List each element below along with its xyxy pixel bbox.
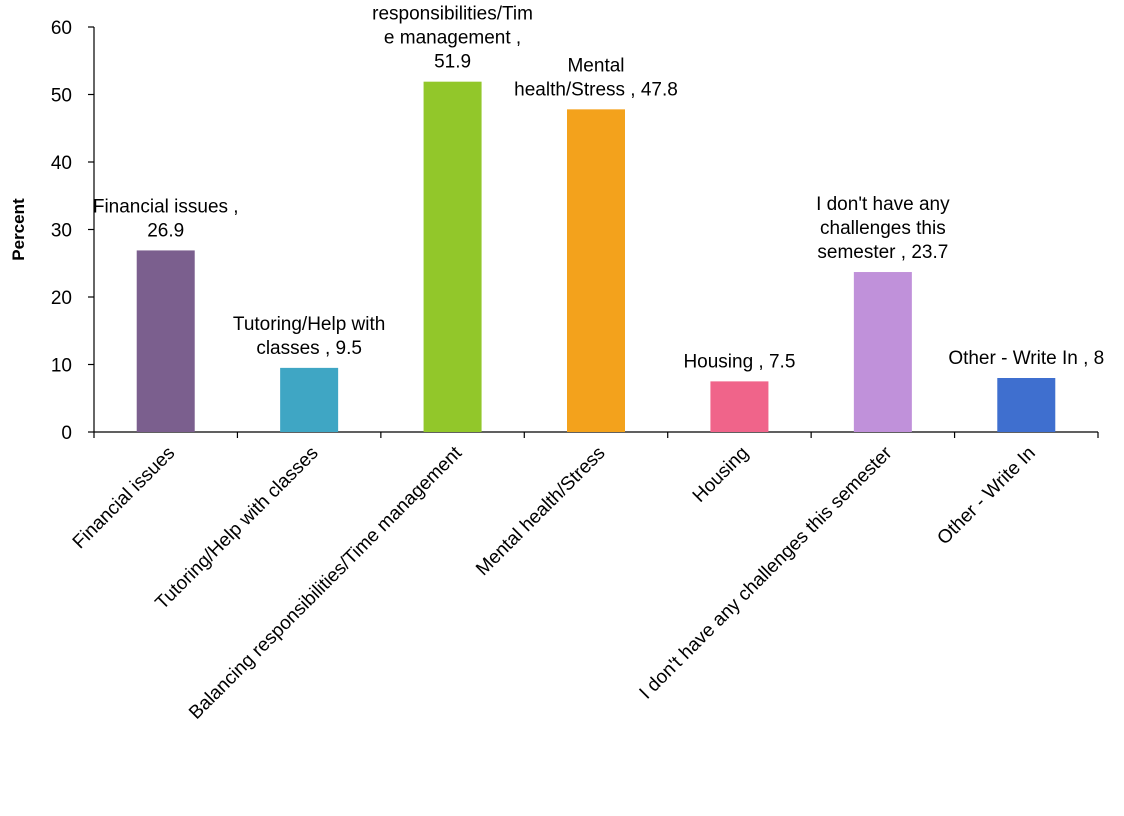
y-tick-label: 40 [51, 153, 72, 174]
data-label: Housing , 7.5 [683, 351, 795, 372]
bars [136, 81, 1056, 433]
category-label: Financial issues [69, 443, 179, 553]
y-tick-label: 50 [51, 86, 72, 107]
y-tick-label: 60 [51, 18, 72, 39]
y-axis: 0 10 20 30 40 50 60 [51, 18, 95, 444]
data-labels: Financial issues , 26.9 Tutoring/Help with… [93, 0, 1104, 372]
category-label: Other - Write In [933, 443, 1039, 549]
bar [710, 381, 769, 432]
category-label: Balancing responsibilities/Time manageme… [185, 442, 466, 723]
bar [853, 272, 912, 432]
category-label: Tutoring/Help with classes [152, 443, 323, 614]
y-tick-label: 10 [51, 356, 72, 377]
data-label: Mental health/Stress , 47.8 [514, 55, 678, 100]
category-label: Mental health/Stress [472, 443, 609, 580]
y-axis-title: Percent [9, 198, 28, 261]
data-label: Tutoring/Help with classes , 9.5 [233, 314, 385, 359]
data-label: Financial issues , 26.9 [93, 196, 239, 241]
category-label: I don't have any challenges this semeste… [636, 442, 897, 703]
data-label: I don't have any challenges this semester … [816, 194, 950, 263]
category-label: Housing [689, 443, 753, 507]
x-axis [93, 431, 1099, 438]
y-tick-label: 30 [51, 221, 72, 242]
y-tick-label: 20 [51, 288, 72, 309]
bar [567, 109, 625, 432]
bar [136, 250, 195, 432]
y-tick-label: 0 [61, 423, 72, 444]
bar [423, 81, 482, 433]
data-label: Other - Write In , 8 [948, 348, 1104, 369]
bar [280, 367, 339, 432]
bar [997, 378, 1056, 432]
